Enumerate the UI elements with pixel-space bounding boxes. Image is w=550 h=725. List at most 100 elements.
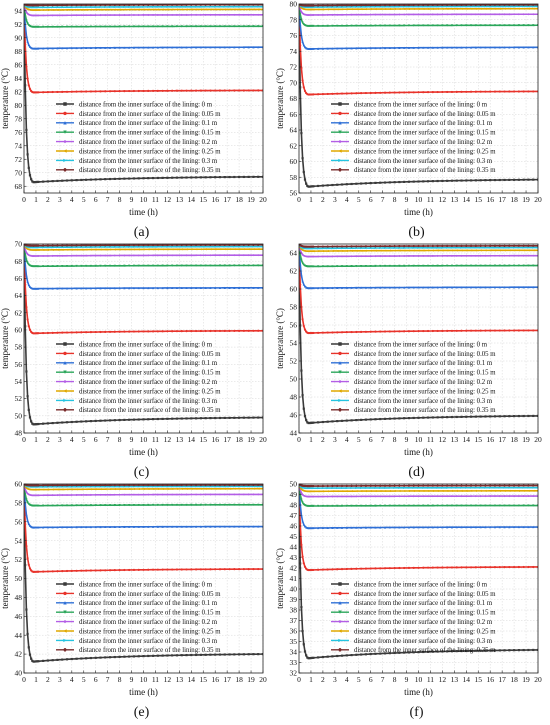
series-point-7	[441, 4, 444, 7]
x-tick-label: 7	[106, 195, 110, 204]
series-point-1	[522, 565, 525, 569]
series-point-6	[156, 245, 159, 248]
legend-label-2: distance from the inner surface of the l…	[79, 360, 218, 367]
series-point-7	[70, 484, 73, 487]
series-point-1	[369, 567, 372, 570]
series-point-2	[303, 46, 307, 49]
series-point-6	[128, 5, 131, 9]
series-point-5	[37, 8, 40, 12]
series-point-0	[303, 650, 307, 653]
x-tick-label: 0	[297, 435, 301, 444]
series-point-5	[166, 8, 169, 11]
series-point-4	[108, 13, 112, 17]
series-point-1	[123, 330, 126, 333]
x-tick-label: 12	[164, 435, 172, 444]
series-point-1	[479, 329, 482, 332]
series-point-0	[493, 415, 497, 418]
series-point-0	[252, 416, 255, 419]
series-point-0	[527, 414, 530, 418]
series-point-1	[175, 568, 179, 571]
series-point-4	[317, 13, 320, 17]
series-point-7	[175, 244, 179, 247]
x-tick-label: 17	[498, 435, 506, 444]
series-point-3	[527, 504, 530, 507]
series-point-2	[388, 526, 391, 529]
series-point-5	[51, 488, 54, 491]
series-point-1	[403, 91, 406, 94]
series-point-3	[412, 24, 415, 27]
series-point-5	[85, 488, 88, 491]
series-point-1	[65, 569, 69, 573]
series-point-1	[128, 330, 131, 333]
series-point-2	[27, 283, 30, 287]
legend-label-0: distance from the inner surface of the l…	[79, 341, 213, 348]
series-point-5	[228, 487, 231, 490]
series-point-0	[89, 178, 93, 181]
legend-marker-5	[63, 149, 67, 153]
series-point-3	[228, 25, 231, 28]
series-point-0	[513, 649, 516, 652]
y-tick-label: 45	[290, 532, 298, 541]
series-point-2	[460, 526, 463, 529]
series-point-1	[238, 89, 241, 92]
legend-marker-0	[338, 342, 342, 346]
series-point-1	[331, 92, 334, 95]
series-point-0	[46, 422, 49, 425]
series-point-0	[407, 180, 411, 183]
series-point-2	[151, 46, 155, 49]
series-point-0	[214, 416, 217, 420]
series-point-6	[317, 247, 320, 250]
series-point-2	[199, 46, 202, 49]
chart-svg: 0 1 2 3 4 5 6 7 8 9 10 11 12 13 14 15 16 17 18 19 2040424446…	[0, 480, 267, 720]
series-point-6	[407, 486, 411, 489]
legend-marker-5	[63, 389, 67, 393]
series-point-6	[407, 246, 411, 249]
series-point-4	[25, 490, 28, 494]
series-point-6	[94, 5, 97, 9]
series-point-2	[238, 525, 241, 528]
series-point-2	[61, 526, 64, 529]
series-point-2	[171, 525, 174, 528]
series-point-3	[70, 25, 73, 28]
series-point-6	[118, 5, 121, 9]
legend-label-2: distance from the inner surface of the l…	[79, 120, 218, 127]
series-point-0	[532, 178, 535, 181]
series-point-5	[422, 249, 425, 252]
series-point-1	[108, 569, 112, 572]
series-point-1	[417, 91, 420, 94]
series-point-3	[513, 504, 516, 507]
series-point-0	[465, 415, 468, 418]
series-point-0	[113, 177, 116, 181]
series-point-6	[513, 246, 516, 249]
series-point-2	[326, 286, 329, 290]
series-point-7	[479, 4, 482, 6]
x-tick-label: 7	[106, 435, 110, 444]
series-point-1	[301, 318, 304, 321]
legend-label-3: distance from the inner surface of the l…	[79, 130, 221, 137]
y-tick-label: 56	[15, 360, 23, 369]
series-point-5	[223, 248, 226, 251]
x-tick-label: 10	[415, 435, 423, 444]
series-point-2	[161, 525, 164, 528]
series-point-6	[374, 246, 377, 250]
series-point-5	[104, 248, 107, 251]
series-point-1	[228, 568, 231, 571]
series-point-6	[388, 486, 391, 489]
series-point-5	[233, 8, 236, 11]
series-point-1	[180, 89, 183, 92]
legend-marker-2	[338, 601, 342, 605]
series-point-5	[426, 249, 430, 252]
series-point-7	[517, 244, 520, 247]
series-point-1	[218, 329, 222, 333]
series-point-0	[214, 653, 217, 656]
series-point-6	[465, 486, 468, 489]
series-point-7	[89, 484, 93, 487]
series-point-0	[417, 180, 420, 183]
series-point-4	[302, 254, 305, 257]
x-tick-label: 0	[297, 675, 301, 684]
y-tick-label: 52	[15, 555, 23, 564]
series-point-0	[446, 650, 449, 653]
x-tick-label: 4	[345, 435, 349, 444]
series-point-5	[33, 488, 36, 491]
series-point-0	[56, 179, 59, 183]
